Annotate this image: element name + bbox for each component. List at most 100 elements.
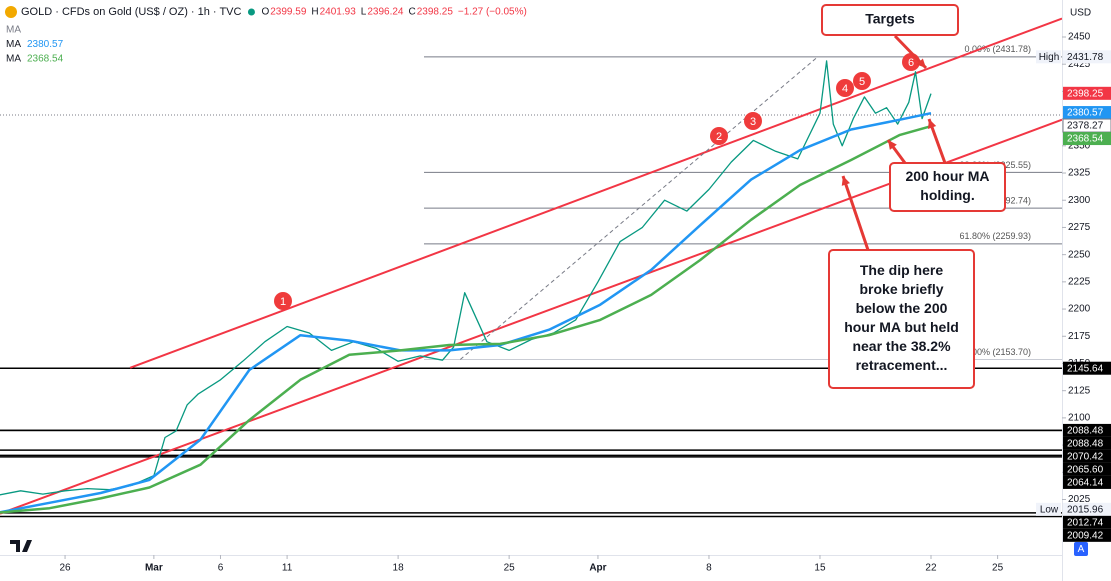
y-tick-label: 2100 bbox=[1068, 413, 1091, 424]
logo bbox=[10, 540, 32, 552]
x-tick-label: 25 bbox=[992, 563, 1004, 574]
annotation-text: broke briefly bbox=[859, 281, 943, 297]
arrow-head bbox=[927, 119, 937, 129]
y-tick-label: 2200 bbox=[1068, 304, 1091, 315]
price-line bbox=[0, 60, 932, 496]
x-tick-label: 6 bbox=[218, 563, 224, 574]
annotation-text: hour MA but held bbox=[844, 319, 959, 335]
arrow-line bbox=[841, 175, 870, 251]
legend-value: 2368.54 bbox=[27, 54, 64, 65]
y-tick-label: 2300 bbox=[1068, 195, 1091, 206]
scale-button-box[interactable] bbox=[1074, 542, 1088, 556]
legend-value: 2380.57 bbox=[27, 39, 64, 50]
currency: USD bbox=[1070, 8, 1091, 19]
x-tick-label: 15 bbox=[814, 563, 826, 574]
ma-line bbox=[0, 124, 932, 514]
annotation-box bbox=[821, 4, 959, 36]
ohlc-label: O bbox=[261, 7, 269, 18]
currency-box bbox=[1065, 4, 1095, 20]
ohlc-value: 2396.24 bbox=[367, 7, 404, 18]
y-tick-label: 2125 bbox=[1068, 385, 1091, 396]
marker-label: 5 bbox=[859, 76, 865, 88]
y-tick-label: 2275 bbox=[1068, 222, 1091, 233]
x-tick-label: 22 bbox=[925, 563, 937, 574]
price-badge bbox=[1063, 449, 1111, 463]
marker-circle bbox=[710, 127, 728, 145]
plot-area: 0.00% (2431.78)38.20% (2325.55)50.00% (2… bbox=[0, 4, 1062, 518]
marker-circle bbox=[853, 72, 871, 90]
price-badge-label: 2145.64 bbox=[1067, 363, 1104, 374]
annotation-text: 200 hour MA bbox=[905, 168, 989, 184]
y-tick-label: 2425 bbox=[1068, 59, 1091, 70]
marker-label: 4 bbox=[842, 83, 848, 95]
price-badge bbox=[1063, 462, 1111, 476]
price-badge bbox=[1063, 50, 1111, 64]
tag-box bbox=[1036, 50, 1061, 64]
price-badge-label: 2398.25 bbox=[1067, 88, 1104, 99]
marker-label: 6 bbox=[908, 57, 914, 69]
annotation-text: Targets bbox=[865, 11, 915, 27]
marker-label: 2 bbox=[716, 131, 722, 143]
ohlc-value: 2401.93 bbox=[320, 7, 357, 18]
price-badge bbox=[1063, 502, 1111, 516]
annotation-text: below the 200 bbox=[856, 300, 948, 316]
marker-label: 1 bbox=[280, 296, 286, 308]
annotation-box bbox=[889, 162, 1006, 212]
price-badge-label: 2065.60 bbox=[1067, 465, 1104, 476]
chart-title: GOLD · CFDs on Gold (US$ / OZ) · 1h · TV… bbox=[21, 6, 242, 18]
ohlc-label: C bbox=[409, 7, 416, 18]
price-badge bbox=[1063, 132, 1111, 146]
scale-button: A bbox=[1078, 544, 1085, 555]
x-tick-label: 25 bbox=[504, 563, 516, 574]
x-tick-label: 8 bbox=[706, 563, 712, 574]
y-tick-label: 2025 bbox=[1068, 494, 1091, 505]
annotation-text: near the 38.2% bbox=[852, 338, 951, 354]
price-badge-label: 2368.54 bbox=[1067, 134, 1104, 145]
price-badge bbox=[1063, 436, 1111, 450]
price-badge-label: 2380.57 bbox=[1067, 108, 1104, 119]
ohlc-value: 2399.59 bbox=[270, 7, 307, 18]
y-tick-label: 2350 bbox=[1068, 140, 1091, 151]
ohlc-value: 2398.25 bbox=[417, 7, 454, 18]
price-badge-label: 2015.96 bbox=[1067, 504, 1104, 515]
annotation-text: The dip here bbox=[860, 262, 943, 278]
indicator-label: MA bbox=[6, 25, 21, 36]
market-status bbox=[247, 8, 255, 16]
marker-circle bbox=[744, 112, 762, 130]
annotation-box bbox=[828, 249, 975, 389]
change: −1.27 (−0.05%) bbox=[458, 7, 527, 18]
arrow-head bbox=[841, 176, 851, 186]
x-tick-label: 18 bbox=[393, 563, 405, 574]
fib-label: 61.80% (2259.93) bbox=[959, 231, 1031, 241]
annotation-text: retracement... bbox=[856, 357, 948, 373]
marker-circle bbox=[274, 292, 292, 310]
x-tick-label: Apr bbox=[589, 563, 606, 574]
price-badge bbox=[1063, 86, 1111, 100]
marker-circle bbox=[836, 79, 854, 97]
y-tick-label: 2250 bbox=[1068, 249, 1091, 260]
legend-name: MA bbox=[6, 54, 21, 65]
annotation-text: holding. bbox=[920, 187, 974, 203]
price-badge-label: 2070.42 bbox=[1067, 452, 1104, 463]
x-axis-strip bbox=[0, 555, 1062, 581]
legend-name: MA bbox=[6, 39, 21, 50]
price-badge bbox=[1063, 361, 1111, 375]
price-badge-label: 2378.27 bbox=[1067, 121, 1104, 132]
trendline bbox=[459, 56, 819, 360]
y-tick-label: 2325 bbox=[1068, 168, 1091, 179]
x-tick-label: Mar bbox=[145, 563, 163, 574]
price-badge-label: 2064.14 bbox=[1067, 478, 1104, 489]
price-badge bbox=[1063, 528, 1111, 542]
arrow-head bbox=[916, 58, 926, 68]
ohlc-label: H bbox=[311, 7, 318, 18]
x-tick-label: 26 bbox=[59, 563, 71, 574]
y-tick-label: 2450 bbox=[1068, 32, 1091, 43]
tag-label: Low bbox=[1040, 504, 1059, 515]
y-tick-label: 2225 bbox=[1068, 276, 1091, 287]
price-badge bbox=[1063, 106, 1111, 120]
symbol-icon bbox=[5, 6, 17, 18]
price-badge-label: 2012.74 bbox=[1067, 517, 1104, 528]
x-tick-label: 11 bbox=[282, 563, 293, 574]
price-badge bbox=[1063, 515, 1111, 529]
